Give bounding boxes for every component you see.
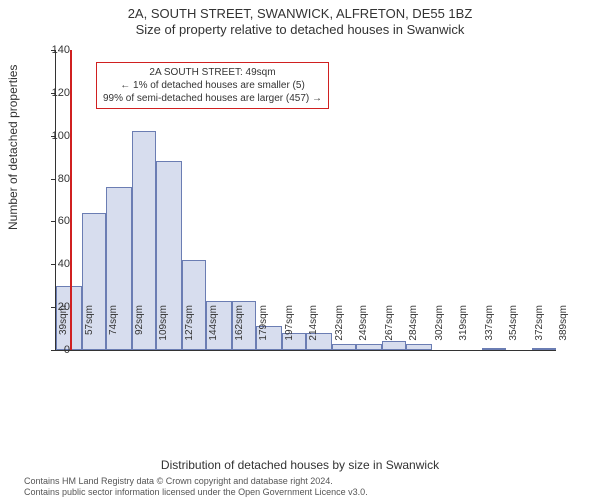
y-tick-mark <box>51 136 55 137</box>
y-tick-label: 120 <box>30 87 70 99</box>
plot-inner: 2A SOUTH STREET: 49sqm ← 1% of detached … <box>55 50 556 351</box>
y-tick-mark <box>51 221 55 222</box>
y-tick-mark <box>51 307 55 308</box>
x-tick-label: 74sqm <box>108 305 119 355</box>
x-tick-label: 127sqm <box>184 305 195 355</box>
x-tick-label: 57sqm <box>84 305 95 355</box>
y-tick-mark <box>51 264 55 265</box>
annotation-line-2: ← 1% of detached houses are smaller (5) <box>103 79 322 92</box>
x-tick-label: 214sqm <box>308 305 319 355</box>
x-tick-label: 267sqm <box>384 305 395 355</box>
y-tick-label: 40 <box>30 258 70 270</box>
y-tick-label: 80 <box>30 173 70 185</box>
x-tick-label: 92sqm <box>134 305 145 355</box>
attribution-line-1: Contains HM Land Registry data © Crown c… <box>24 476 368 487</box>
x-tick-label: 162sqm <box>234 305 245 355</box>
y-tick-mark <box>51 50 55 51</box>
x-tick-label: 354sqm <box>508 305 519 355</box>
y-tick-mark <box>51 179 55 180</box>
y-tick-label: 60 <box>30 215 70 227</box>
x-tick-label: 319sqm <box>458 305 469 355</box>
y-tick-mark <box>51 350 55 351</box>
chart-area: 2A SOUTH STREET: 49sqm ← 1% of detached … <box>55 50 575 410</box>
plot: 2A SOUTH STREET: 49sqm ← 1% of detached … <box>55 50 575 410</box>
annotation-box: 2A SOUTH STREET: 49sqm ← 1% of detached … <box>96 62 329 109</box>
x-tick-label: 179sqm <box>258 305 269 355</box>
title-line-2: Size of property relative to detached ho… <box>0 22 600 38</box>
x-tick-label: 109sqm <box>158 305 169 355</box>
x-tick-label: 39sqm <box>58 305 69 355</box>
y-tick-label: 100 <box>30 130 70 142</box>
property-marker-line <box>70 50 72 350</box>
y-tick-mark <box>51 93 55 94</box>
title-line-1: 2A, SOUTH STREET, SWANWICK, ALFRETON, DE… <box>0 6 600 22</box>
x-tick-label: 144sqm <box>208 305 219 355</box>
annotation-line-3: 99% of semi-detached houses are larger (… <box>103 92 322 105</box>
chart-container: 2A, SOUTH STREET, SWANWICK, ALFRETON, DE… <box>0 0 600 500</box>
attribution-line-2: Contains public sector information licen… <box>24 487 368 498</box>
x-tick-label: 249sqm <box>358 305 369 355</box>
x-tick-label: 389sqm <box>558 305 569 355</box>
x-tick-label: 284sqm <box>408 305 419 355</box>
x-tick-label: 302sqm <box>434 305 445 355</box>
title-block: 2A, SOUTH STREET, SWANWICK, ALFRETON, DE… <box>0 0 600 39</box>
x-tick-label: 337sqm <box>484 305 495 355</box>
x-axis-label: Distribution of detached houses by size … <box>0 458 600 472</box>
attribution: Contains HM Land Registry data © Crown c… <box>24 476 368 498</box>
y-axis-label: Number of detached properties <box>6 65 20 230</box>
annotation-line-1: 2A SOUTH STREET: 49sqm <box>103 66 322 79</box>
x-tick-label: 197sqm <box>284 305 295 355</box>
x-tick-label: 372sqm <box>534 305 545 355</box>
y-tick-label: 140 <box>30 44 70 56</box>
x-tick-label: 232sqm <box>334 305 345 355</box>
